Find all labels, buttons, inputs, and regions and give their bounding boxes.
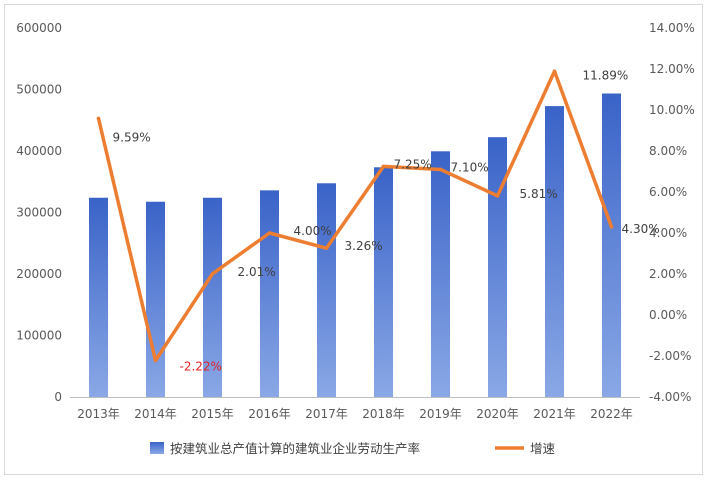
bar	[317, 183, 336, 397]
bar	[431, 151, 450, 397]
bar	[374, 167, 393, 397]
line-point	[210, 271, 215, 276]
left-axis-tick-label: 0	[54, 390, 62, 404]
growth-rate-line	[96, 69, 614, 363]
right-axis-tick-label: -2.00%	[649, 349, 691, 363]
line-point	[96, 116, 101, 121]
legend-bar-swatch	[150, 442, 164, 454]
bar	[89, 197, 108, 397]
x-axis-tick-label: 2019年	[419, 407, 462, 421]
right-axis-tick-label: 14.00%	[649, 21, 695, 35]
left-axis-tick-label: 100000	[16, 329, 62, 343]
line-point	[495, 194, 500, 198]
data-label: 3.26%	[345, 239, 383, 253]
right-axis-tick-label: 10.00%	[649, 103, 695, 117]
line-point	[552, 69, 557, 74]
line-point	[324, 246, 329, 250]
line-point	[438, 167, 443, 172]
bar	[602, 93, 621, 397]
data-label: 7.10%	[451, 160, 489, 174]
right-axis-tick-label: 8.00%	[649, 144, 687, 158]
left-axis-tick-label: 200000	[16, 267, 62, 281]
bar	[260, 190, 279, 397]
left-axis-tick-label: 400000	[16, 144, 62, 158]
line-point	[153, 358, 158, 363]
x-axis-tick-label: 2013年	[77, 407, 120, 421]
data-label: 4.30%	[622, 222, 660, 236]
data-label: 9.59%	[113, 130, 151, 144]
right-axis-tick-label: 4.00%	[649, 226, 687, 240]
data-label: 11.89%	[583, 68, 629, 82]
x-axis-tick-label: 2017年	[305, 407, 348, 421]
x-axis-tick-label: 2015年	[191, 407, 234, 421]
line-point	[381, 164, 386, 169]
data-label: 7.25%	[394, 157, 432, 171]
data-label: -2.22%	[180, 360, 222, 374]
x-axis-tick-label: 2016年	[248, 407, 291, 421]
legend-bar-label: 按建筑业总产值计算的建筑业企业劳动生产率	[170, 441, 420, 456]
right-axis-tick-label: 0.00%	[649, 308, 687, 322]
data-label: 4.00%	[294, 224, 332, 238]
line-point	[609, 225, 614, 229]
bar	[488, 137, 507, 397]
data-label: 5.81%	[520, 187, 558, 201]
bar	[545, 106, 564, 397]
x-axis-tick-label: 2014年	[134, 407, 177, 421]
right-axis-tick-label: 12.00%	[649, 62, 695, 76]
chart-frame	[4, 4, 703, 475]
bar	[203, 197, 222, 397]
data-label: 2.01%	[238, 265, 276, 279]
x-axis-tick-label: 2018年	[362, 407, 405, 421]
right-axis-tick-label: 2.00%	[649, 267, 687, 281]
legend-line-label: 增速	[530, 441, 556, 456]
x-axis-tick-label: 2021年	[533, 407, 576, 421]
bar	[146, 201, 165, 397]
left-axis-tick-label: 600000	[16, 21, 62, 35]
line-point	[267, 231, 272, 235]
right-axis-tick-label: 6.00%	[649, 185, 687, 199]
left-axis-tick-label: 500000	[16, 83, 62, 97]
right-axis-tick-label: -4.00%	[649, 390, 691, 404]
x-axis-tick-label: 2020年	[476, 407, 519, 421]
x-axis-tick-label: 2022年	[590, 407, 633, 421]
left-axis-tick-label: 300000	[16, 206, 62, 220]
